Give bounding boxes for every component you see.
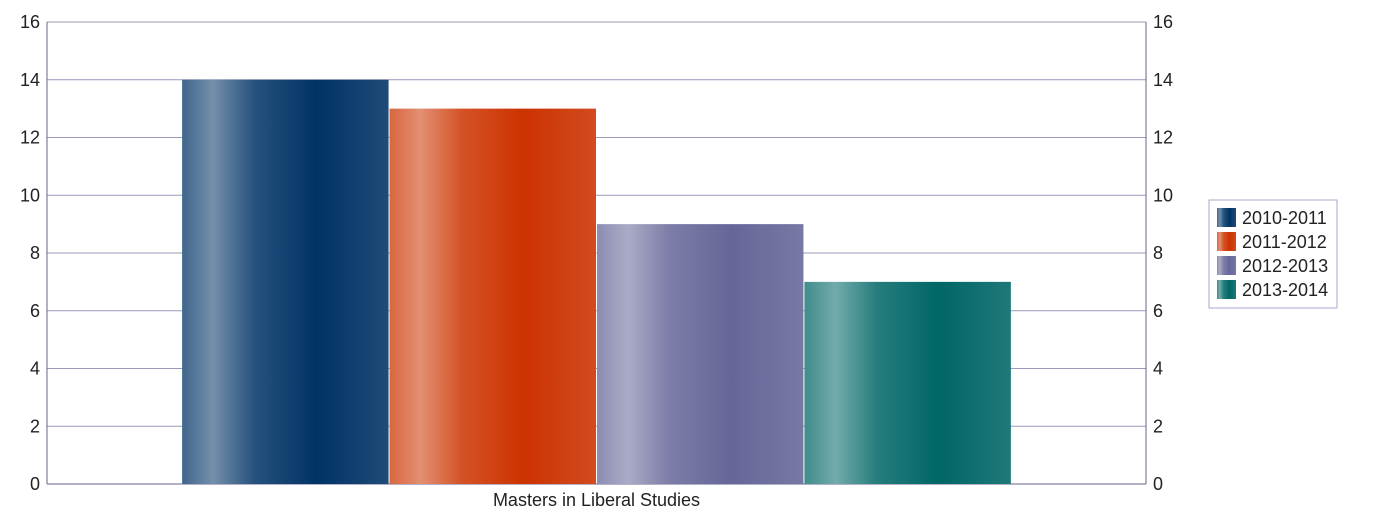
- y-tick-label-left: 4: [30, 359, 40, 379]
- y-tick-label-right: 2: [1153, 416, 1163, 436]
- y-tick-label-left: 16: [20, 12, 40, 32]
- y-tick-label-left: 12: [20, 128, 40, 148]
- y-tick-label-right: 0: [1153, 474, 1163, 494]
- axis-labels: 0 0 2 2 4 4 6 6 8 8 10 10 12 12 14 14 16 16 Masters in Lib…: [20, 12, 1173, 510]
- y-tick-label-left: 10: [20, 185, 40, 205]
- bar-2013-2014: [804, 281, 1011, 484]
- bar-2012-2013: [597, 224, 804, 484]
- y-tick-label-right: 12: [1153, 128, 1173, 148]
- y-tick-label-left: 0: [30, 474, 40, 494]
- y-tick-label-right: 8: [1153, 243, 1163, 263]
- y-tick-label-left: 8: [30, 243, 40, 263]
- legend-label: 2011-2012: [1242, 232, 1327, 252]
- x-category-label: Masters in Liberal Studies: [493, 490, 700, 510]
- y-tick-label-right: 4: [1153, 359, 1163, 379]
- bar-2010-2011: [182, 79, 389, 484]
- legend-swatch: [1217, 232, 1236, 251]
- y-tick-label-left: 14: [20, 70, 40, 90]
- legend-label: 2013-2014: [1242, 280, 1328, 300]
- bars: [182, 79, 1011, 484]
- y-tick-label-right: 10: [1153, 185, 1173, 205]
- legend-label: 2010-2011: [1242, 208, 1327, 228]
- legend: 2010-2011 2011-2012 2012-2013 2013-2014: [1208, 199, 1338, 309]
- y-tick-label-right: 14: [1153, 70, 1173, 90]
- legend-swatch: [1217, 208, 1236, 227]
- legend-swatch: [1217, 280, 1236, 299]
- y-tick-label-left: 6: [30, 301, 40, 321]
- y-tick-label-left: 2: [30, 416, 40, 436]
- bar-2011-2012: [389, 108, 596, 484]
- y-tick-label-right: 6: [1153, 301, 1163, 321]
- y-tick-label-right: 16: [1153, 12, 1173, 32]
- legend-swatch: [1217, 256, 1236, 275]
- legend-label: 2012-2013: [1242, 256, 1328, 276]
